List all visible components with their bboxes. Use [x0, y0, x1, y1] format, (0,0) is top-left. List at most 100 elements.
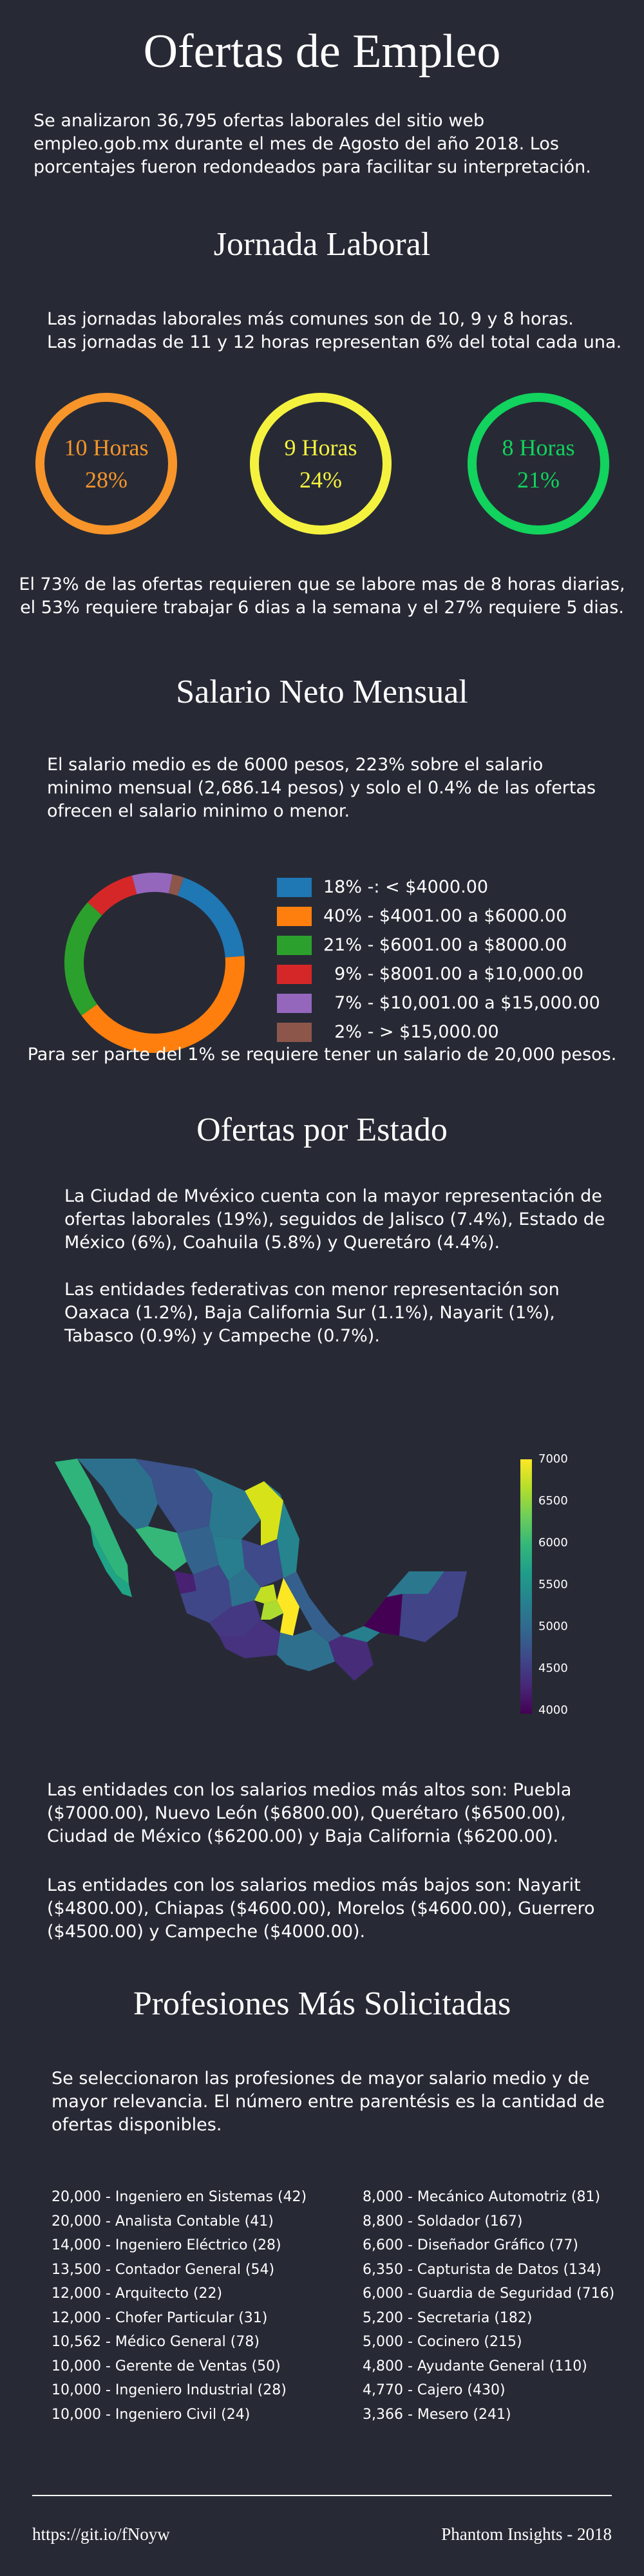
estado-high-salaries: Las entidades con los salarios medios má…: [47, 1780, 572, 1846]
legend-label: 2% - > $15,000.00: [323, 1022, 499, 1042]
map-region-baja-california-sur: [90, 1526, 132, 1597]
colorbar-tick: 5500: [538, 1578, 568, 1591]
list-item: 6,000 - Guardia de Seguridad (716): [363, 2286, 615, 2302]
estado-title: Ofertas por Estado: [196, 1112, 448, 1148]
map-region-nuevo-leon: [245, 1481, 283, 1546]
map-region-tabasco: [341, 1626, 380, 1642]
ring-8-pct: 21%: [517, 467, 560, 493]
legend-item: 21% - $6001.00 a $8000.00: [277, 931, 600, 960]
jornada-note-2: el 53% requiere trabajar 6 dias a la sem…: [20, 598, 624, 618]
map-region-guerrero: [219, 1620, 280, 1658]
list-item: 10,562 - Médico General (78): [52, 2334, 260, 2350]
list-item: 3,366 - Mesero (241): [363, 2406, 511, 2423]
ring-9-horas: 9 Horas 24%: [243, 386, 398, 544]
map-region-jalisco: [180, 1565, 232, 1623]
list-item: 13,500 - Contador General (54): [52, 2261, 275, 2278]
profesiones-intro: Se seleccionaron las profesiones de mayo…: [52, 2069, 605, 2135]
map-region-cdmx: [261, 1600, 283, 1620]
list-item: 14,000 - Ingeniero Eléctrico (28): [52, 2237, 281, 2253]
legend-label: 9% - $8001.00 a $10,000.00: [323, 964, 584, 984]
legend-label: 7% - $10,001.00 a $15,000.00: [323, 993, 600, 1013]
list-item: 8,800 - Soldador (167): [363, 2213, 523, 2230]
legend-swatch: [277, 993, 312, 1013]
list-item: 20,000 - Analista Contable (41): [52, 2213, 274, 2230]
salario-note: Para ser parte del 1% se requiere tener …: [27, 1045, 617, 1065]
jornada-title: Jornada Laboral: [213, 226, 431, 263]
intro-text: Se analizaron 36,795 ofertas laborales d…: [33, 111, 591, 177]
donut-slice: [177, 877, 245, 958]
salario-intro: El salario medio es de 6000 pesos, 223% …: [47, 755, 596, 821]
map-region-chihuahua: [135, 1459, 213, 1533]
donut-slice: [64, 902, 102, 1016]
list-item: 4,770 - Cajero (430): [363, 2382, 506, 2398]
legend-swatch: [277, 1022, 312, 1042]
map-region-tamaulipas: [264, 1481, 299, 1578]
map-region-durango: [177, 1526, 219, 1575]
legend-item: 40% - $4001.00 a $6000.00: [277, 902, 600, 931]
ring-9-label: 9 Horas: [284, 435, 357, 460]
legend-item: 7% - $10,001.00 a $15,000.00: [277, 989, 600, 1018]
ring-10-pct: 28%: [85, 467, 128, 493]
colorbar-tick: 6000: [538, 1536, 568, 1549]
map-region-sonora: [77, 1459, 158, 1530]
list-item: 6,600 - Diseñador Gráfico (77): [363, 2237, 578, 2253]
legend-label: 40% - $4001.00 a $6000.00: [323, 906, 567, 926]
legend-label: 21% - $6001.00 a $8000.00: [323, 935, 567, 955]
legend-swatch: [277, 877, 312, 897]
donut-slice: [88, 875, 137, 916]
ring-10-horas: 10 Horas 28%: [29, 386, 184, 544]
legend-item: 2% - > $15,000.00: [277, 1018, 600, 1046]
jornada-intro-2: Las jornadas de 11 y 12 horas representa…: [47, 332, 622, 352]
list-item: 8,000 - Mecánico Automotriz (81): [363, 2189, 601, 2205]
map-region-coahuila: [193, 1468, 261, 1539]
donut-slice: [81, 956, 245, 1053]
footer-link[interactable]: https://git.io/fNoyw: [32, 2524, 170, 2544]
list-item: 12,000 - Arquitecto (22): [52, 2286, 223, 2302]
footer-divider: [32, 2495, 612, 2496]
estado-low-salaries: Las entidades con los salarios medios má…: [47, 1875, 595, 1942]
profesiones-title: Profesiones Más Solicitadas: [133, 1985, 511, 2022]
map-region-chiapas: [328, 1636, 374, 1681]
legend-item: 18% -: < $4000.00: [277, 873, 600, 902]
jornada-intro-1: Las jornadas laborales más comunes son d…: [47, 309, 574, 329]
mexico-salary-map: [55, 1459, 467, 1681]
map-region-veracruz: [283, 1571, 341, 1642]
map-region-campeche: [364, 1594, 402, 1636]
map-colorbar: [520, 1459, 532, 1714]
page-title: Ofertas de Empleo: [143, 25, 501, 78]
ring-8-horas-circle: [468, 393, 609, 535]
map-region-nayarit: [174, 1571, 196, 1594]
legend-swatch: [277, 964, 312, 984]
legend-label: 18% -: < $4000.00: [323, 877, 489, 897]
legend-swatch: [277, 935, 312, 955]
profesiones-left-list: 20,000 - Ingeniero en Sistemas (42) 20,0…: [52, 2185, 354, 2427]
map-region-sinaloa: [135, 1526, 187, 1571]
map-region-oaxaca: [277, 1629, 335, 1671]
list-item: 10,000 - Ingeniero Industrial (28): [52, 2382, 287, 2398]
legend-item: 9% - $8001.00 a $10,000.00: [277, 960, 600, 989]
salary-donut: [64, 873, 245, 1053]
list-item: 10,000 - Gerente de Ventas (50): [52, 2358, 281, 2374]
jornada-note-1: El 73% de las ofertas requieren que se l…: [19, 574, 625, 594]
ring-9-pct: 24%: [299, 467, 342, 493]
footer-credit: Phantom Insights - 2018: [441, 2524, 612, 2544]
donut-slice: [131, 873, 173, 895]
ring-10-label: 10 Horas: [64, 435, 149, 460]
map-region-quintana-roo: [399, 1571, 467, 1642]
ring-8-horas: 8 Horas 21%: [461, 386, 616, 544]
map-region-queretaro: [254, 1584, 277, 1604]
legend-swatch: [277, 906, 312, 926]
map-region-baja-california: [55, 1459, 129, 1584]
map-region-yucatan: [386, 1571, 444, 1597]
list-item: 6,350 - Capturista de Datos (134): [363, 2261, 601, 2278]
map-region-guanajuato: [229, 1568, 261, 1607]
list-item: 4,800 - Ayudante General (110): [363, 2358, 587, 2374]
map-region-michoacan: [209, 1600, 261, 1636]
ring-8-label: 8 Horas: [502, 435, 575, 460]
ring-9-horas-circle: [250, 393, 392, 535]
map-region-san-luis-potosi: [242, 1539, 283, 1587]
profesiones-right-list: 8,000 - Mecánico Automotriz (81) 8,800 -…: [363, 2185, 633, 2427]
colorbar-tick: 6500: [538, 1494, 568, 1508]
colorbar-tick: 4000: [538, 1703, 568, 1717]
list-item: 20,000 - Ingeniero en Sistemas (42): [52, 2189, 307, 2205]
